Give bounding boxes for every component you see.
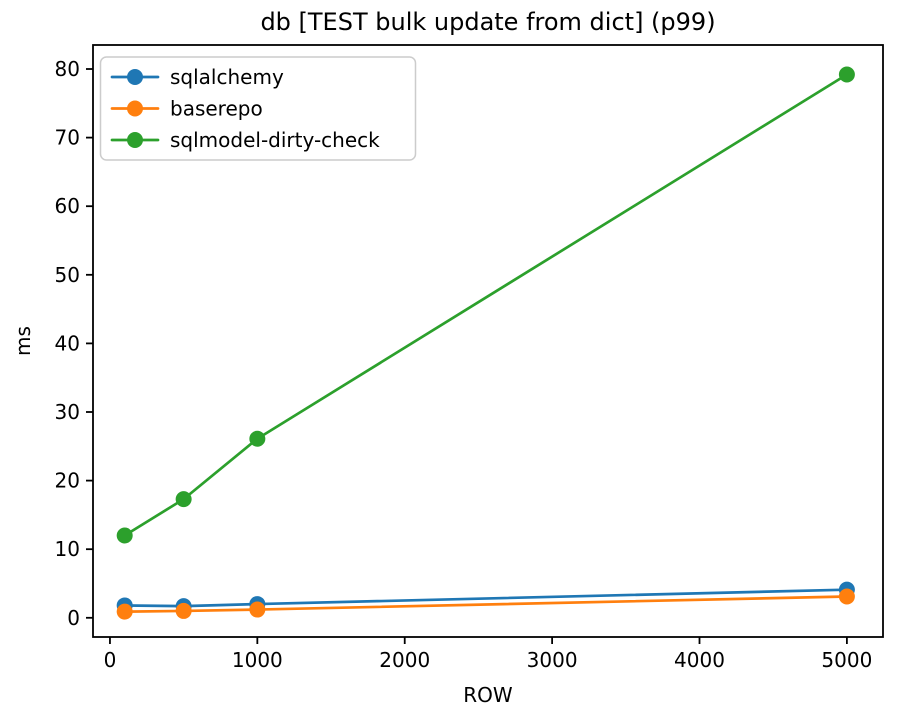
x-tick-label: 5000 xyxy=(821,648,872,672)
y-tick-label: 80 xyxy=(55,57,80,81)
y-tick-label: 0 xyxy=(67,606,80,630)
legend-marker-sqlmodel-dirty-check xyxy=(127,132,143,148)
legend-item-sqlmodel-dirty-check: sqlmodel-dirty-check xyxy=(110,128,380,152)
legend-label-baserepo: baserepo xyxy=(170,97,263,121)
y-tick-label: 50 xyxy=(55,263,80,287)
legend-marker-sqlalchemy xyxy=(127,69,143,85)
chart-title: db [TEST bulk update from dict] (p99) xyxy=(260,8,715,36)
series-marker-sqlmodel-dirty-check xyxy=(838,66,855,83)
legend-box xyxy=(99,56,417,161)
x-axis-label: ROW xyxy=(463,683,513,707)
plot-area: 0 1000 2000 3000 4000 5000 0 10 20 30 40 50 60 70 80 sq… xyxy=(55,44,884,672)
legend-item-baserepo: baserepo xyxy=(110,97,263,121)
series-marker-baserepo xyxy=(175,602,192,619)
series-marker-sqlmodel-dirty-check xyxy=(249,430,266,447)
series-line-baserepo xyxy=(123,595,849,613)
y-tick-label: 70 xyxy=(55,126,80,150)
legend-label-sqlalchemy: sqlalchemy xyxy=(170,65,284,89)
series-marker-baserepo xyxy=(838,588,855,605)
legend-marker-baserepo xyxy=(127,100,143,117)
plot-border xyxy=(92,44,884,638)
series-line-sqlalchemy xyxy=(123,588,849,608)
legend-item-sqlalchemy: sqlalchemy xyxy=(110,65,284,89)
series-marker-baserepo xyxy=(116,603,133,620)
legend-label-sqlmodel-dirty-check: sqlmodel-dirty-check xyxy=(170,128,380,152)
x-tick-label: 0 xyxy=(104,648,117,672)
series-marker-sqlmodel-dirty-check xyxy=(116,527,133,544)
series-line-sqlmodel-dirty-check xyxy=(123,73,849,537)
y-axis-label: ms xyxy=(11,326,35,356)
y-tick-label: 60 xyxy=(55,194,80,218)
x-tick-label: 1000 xyxy=(232,648,283,672)
series-marker-sqlmodel-dirty-check xyxy=(175,491,192,508)
y-tick-label: 30 xyxy=(55,400,80,424)
x-tick-label: 2000 xyxy=(379,648,430,672)
y-tick-label: 10 xyxy=(55,537,80,561)
x-tick-label: 3000 xyxy=(527,648,578,672)
y-tick-label: 40 xyxy=(55,331,80,355)
series-marker-baserepo xyxy=(249,601,266,618)
y-tick-label: 20 xyxy=(55,469,80,493)
x-tick-label: 4000 xyxy=(674,648,725,672)
legend: sqlalchemy baserepo sqlmodel-dirty-check xyxy=(99,56,417,161)
